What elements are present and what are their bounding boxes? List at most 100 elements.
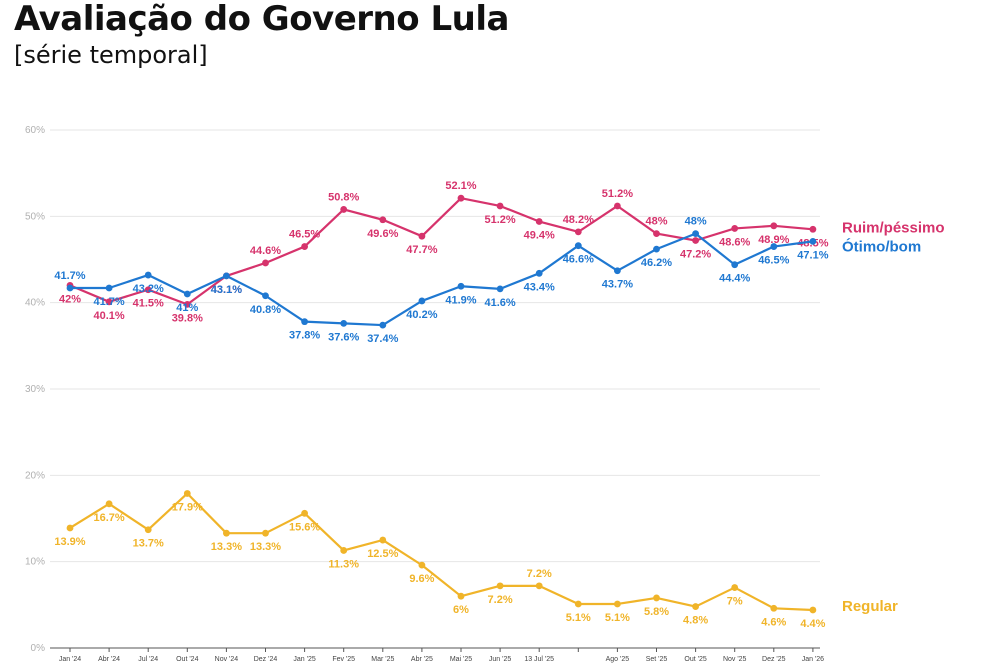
data-point (301, 318, 308, 326)
x-tick-label: Jul '24 (138, 656, 158, 663)
data-point (223, 272, 230, 280)
data-label: 46.6% (563, 254, 594, 266)
data-label: 40.8% (250, 304, 281, 316)
data-point (457, 282, 465, 290)
data-label: 49.4% (524, 230, 555, 242)
data-label: 7.2% (527, 568, 552, 580)
x-tick-label: Set '25 (646, 656, 668, 663)
data-label: 39.8% (172, 312, 203, 324)
data-point (105, 284, 113, 292)
data-point (105, 500, 113, 508)
data-point (574, 228, 582, 236)
data-label: 13.9% (54, 536, 85, 548)
data-label: 49.6% (367, 228, 398, 240)
data-point (379, 216, 387, 224)
data-point (223, 529, 230, 537)
data-label: 15.6% (289, 521, 320, 533)
data-point (653, 230, 660, 238)
data-label: 44.6% (250, 245, 281, 257)
data-label: 42% (59, 293, 81, 305)
data-label: 41.6% (484, 297, 515, 309)
data-label: 13.3% (250, 541, 281, 553)
series-name-label: Ruim/péssimo (842, 219, 945, 236)
data-label: 48.6% (719, 236, 750, 248)
data-point (692, 603, 699, 610)
data-label: 37.4% (367, 333, 398, 345)
y-tick-label: 30% (25, 384, 45, 395)
data-label: 46.2% (641, 257, 672, 269)
data-label: 7.2% (488, 594, 513, 606)
data-label: 11.3% (328, 558, 359, 570)
data-point (496, 202, 504, 210)
data-label: 7% (727, 596, 743, 608)
data-point (418, 561, 426, 569)
data-label: 41% (176, 302, 198, 314)
data-label: 17.9% (172, 501, 203, 513)
data-label: 4.4% (800, 618, 825, 630)
data-point (262, 292, 269, 300)
data-point (731, 584, 739, 591)
y-tick-label: 40% (25, 298, 45, 309)
data-label: 48.9% (758, 234, 789, 246)
x-tick-label: Jan '25 (293, 656, 315, 663)
data-point (340, 547, 348, 554)
data-point (418, 297, 426, 305)
x-tick-label: Mai '25 (450, 656, 472, 663)
data-point (809, 237, 817, 245)
data-label: 40.2% (406, 309, 437, 321)
data-label: 44.4% (719, 273, 750, 285)
data-label: 50.8% (328, 191, 359, 203)
data-label: 5.1% (566, 612, 591, 624)
data-point (535, 218, 543, 225)
data-point (183, 490, 191, 497)
data-point (574, 242, 582, 250)
data-label: 48% (685, 216, 707, 228)
data-label: 5.1% (605, 612, 630, 624)
data-label: 37.8% (289, 330, 320, 342)
data-label: 43.1% (211, 284, 242, 296)
data-point (457, 194, 465, 202)
data-label: 41.9% (445, 294, 476, 306)
data-label: 48.2% (563, 214, 594, 226)
x-tick-label: Abr '24 (98, 656, 120, 663)
data-point (653, 594, 660, 602)
data-point (614, 267, 621, 275)
data-point (379, 321, 387, 329)
data-point (379, 536, 387, 544)
data-point (340, 319, 348, 327)
y-tick-label: 60% (25, 125, 45, 136)
data-label: 13.7% (133, 538, 164, 550)
series-line (70, 232, 814, 327)
data-label: 5.8% (644, 606, 669, 618)
data-point (144, 526, 152, 534)
data-label: 47.1% (797, 249, 828, 261)
data-label: 41.7% (54, 270, 85, 282)
data-point (66, 284, 74, 292)
x-tick-label: Jan '24 (59, 656, 81, 663)
data-point (770, 222, 778, 230)
data-label: 43.7% (602, 279, 633, 291)
data-point (340, 206, 348, 213)
data-label: 51.2% (484, 214, 515, 226)
series-name-label: Regular (842, 598, 898, 615)
data-point (262, 259, 269, 267)
y-tick-label: 20% (25, 470, 45, 481)
data-point (653, 245, 660, 253)
data-label: 16.7% (93, 512, 124, 524)
data-label: 43.4% (524, 281, 555, 293)
x-tick-label: Nov '25 (723, 656, 747, 663)
data-point (770, 604, 778, 612)
x-tick-label: Dez '25 (762, 656, 786, 663)
data-point (457, 592, 465, 600)
y-tick-label: 10% (25, 557, 45, 568)
data-point (809, 606, 817, 614)
x-tick-label: Ago '25 (606, 656, 630, 663)
data-label: 43.1% (211, 284, 242, 296)
data-point (301, 243, 308, 250)
data-point (496, 582, 504, 590)
data-point (183, 300, 191, 308)
data-point (144, 271, 152, 279)
data-label: 40.1% (93, 310, 124, 322)
data-label: 4.6% (761, 616, 786, 628)
data-label: 12.5% (367, 548, 398, 560)
